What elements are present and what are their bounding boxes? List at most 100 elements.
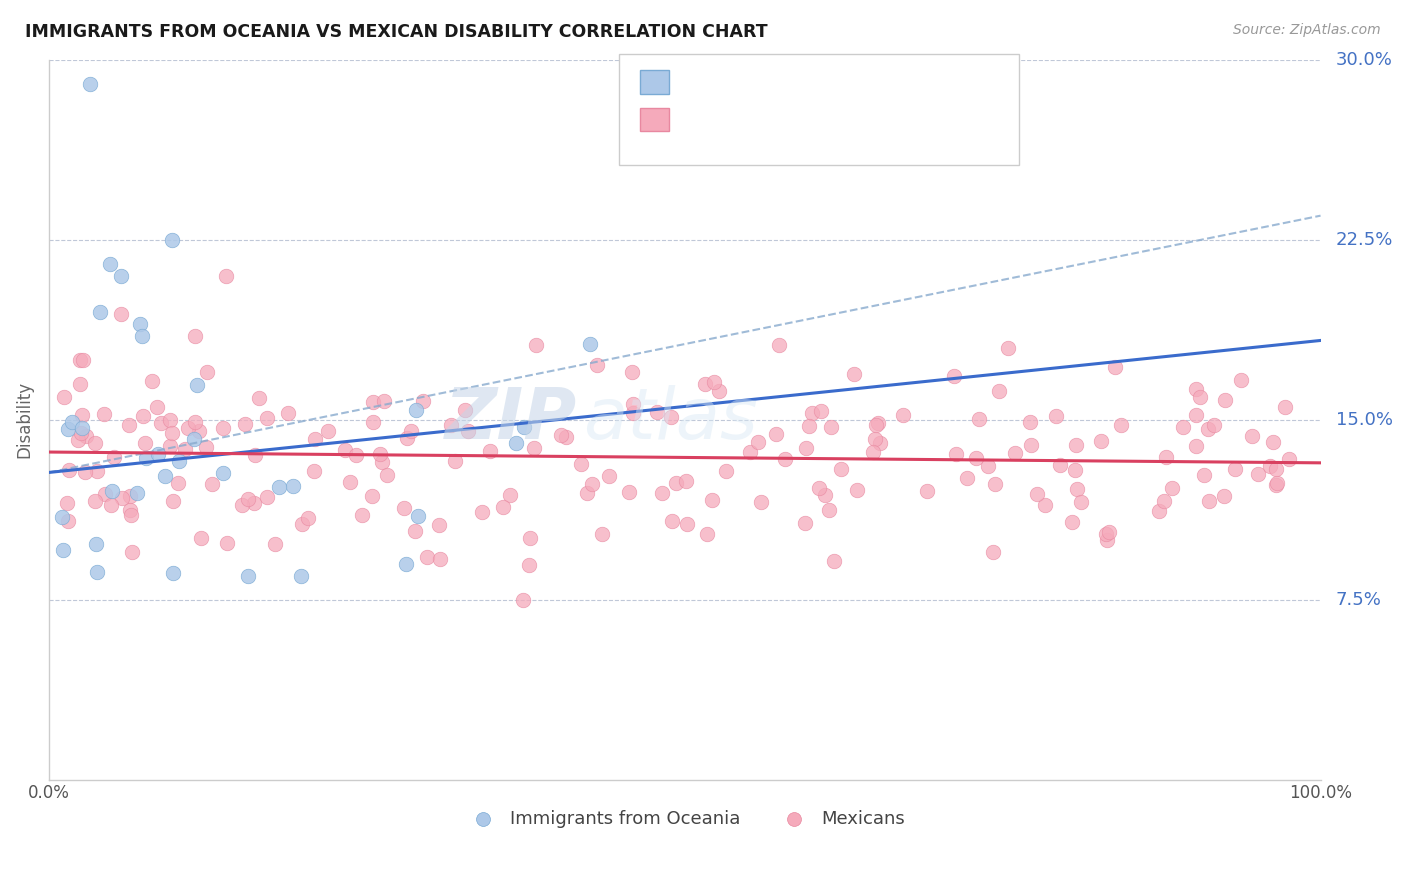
Point [281,479,304,493]
Point [110,308,132,322]
Point [339,475,361,489]
Point [1197,422,1219,436]
Point [499,488,522,502]
Point [183,432,205,446]
Point [131,328,153,343]
Point [132,409,155,424]
Point [89,304,111,318]
Point [70,425,93,440]
Point [236,568,259,582]
Text: 30.0%: 30.0% [1336,51,1393,69]
Point [1109,417,1132,432]
Point [846,483,869,497]
Point [1246,467,1268,482]
Point [1066,438,1088,452]
Point [58,463,80,477]
Point [75,429,97,443]
Point [233,417,256,431]
Point [820,420,842,434]
Point [868,416,890,430]
Point [1033,499,1056,513]
Point [162,566,184,580]
Point [1202,418,1225,433]
Point [148,447,170,461]
Point [186,378,208,392]
Point [427,517,450,532]
Point [801,406,824,420]
Point [984,477,1007,491]
Point [84,436,107,450]
Point [159,413,181,427]
Point [395,557,418,571]
Point [242,496,264,510]
Point [333,442,356,457]
Point [93,408,115,422]
Point [915,483,938,498]
Point [53,390,76,404]
Point [869,436,891,450]
Point [440,417,463,432]
Point [1241,429,1264,443]
Point [1019,415,1042,429]
Point [1153,494,1175,508]
Point [523,441,546,455]
Point [120,508,142,522]
Point [396,431,419,445]
Point [1188,390,1211,404]
Point [118,417,141,432]
Point [810,403,832,417]
Point [751,495,773,509]
Point [676,516,699,531]
Point [814,488,837,502]
Point [598,468,620,483]
Point [675,475,697,489]
Point [93,487,115,501]
Point [256,411,278,425]
Point [492,500,515,514]
Text: 15.0%: 15.0% [1336,410,1393,429]
Point [844,368,866,382]
Point [361,415,384,429]
Point [128,317,150,331]
Point [236,491,259,506]
Point [361,489,384,503]
Point [1185,439,1208,453]
Point [942,369,965,384]
Point [457,425,479,439]
Point [176,421,198,435]
Point [429,551,451,566]
Point [664,476,686,491]
Point [988,384,1011,398]
Point [517,558,540,572]
Point [1095,527,1118,541]
Point [1223,461,1246,475]
Legend: Immigrants from Oceania, Mexicans: Immigrants from Oceania, Mexicans [457,803,912,836]
Point [406,509,429,524]
Point [799,418,821,433]
Point [86,464,108,478]
Point [1004,446,1026,460]
Point [52,543,75,558]
Point [111,491,134,505]
Point [1171,419,1194,434]
Point [184,329,207,343]
Point [304,432,326,446]
Point [159,439,181,453]
Point [141,374,163,388]
Point [212,421,235,435]
Text: atlas: atlas [583,385,758,454]
Point [69,376,91,391]
Point [1185,382,1208,396]
Point [956,471,979,485]
Point [368,447,391,461]
Point [617,485,640,500]
Point [375,467,398,482]
Point [659,410,682,425]
Point [1090,434,1112,448]
Point [264,537,287,551]
Point [444,454,467,468]
Text: 7.5%: 7.5% [1336,591,1382,608]
Point [1263,434,1285,449]
Point [965,450,987,465]
Point [149,417,172,431]
